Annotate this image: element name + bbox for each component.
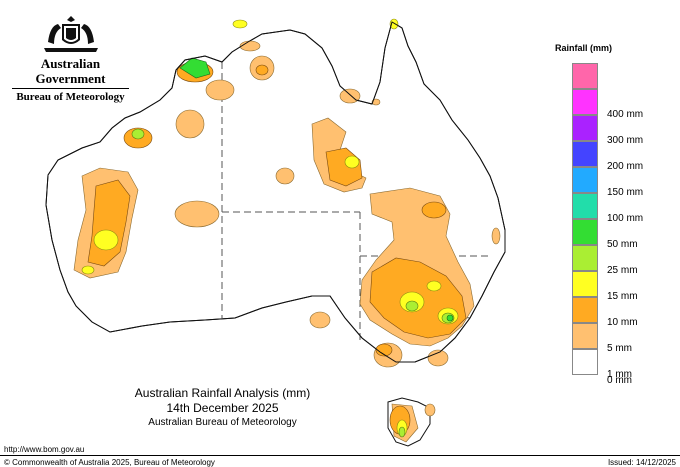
legend-swatch xyxy=(572,89,598,115)
legend-label: 25 mm xyxy=(607,265,638,276)
map-title: Australian Rainfall Analysis (mm) xyxy=(134,386,311,400)
legend-label: 5 mm xyxy=(607,343,632,354)
coat-of-arms-icon xyxy=(43,16,98,52)
legend-label: 400 mm xyxy=(607,109,644,120)
legend-row: 0 mm xyxy=(560,375,680,389)
legend-row: 5 mm xyxy=(560,323,680,354)
legend-label: 1 mm xyxy=(607,369,632,380)
legend-row: 10 mm xyxy=(560,297,680,328)
legend-row: 200 mm xyxy=(560,141,680,172)
legend-row: 50 mm xyxy=(560,219,680,250)
legend-swatch xyxy=(572,349,598,375)
legend-label: 100 mm xyxy=(607,213,644,224)
legend-label: 15 mm xyxy=(607,291,638,302)
legend-row: 400 mm xyxy=(560,89,680,120)
legend-row: 25 mm xyxy=(560,245,680,276)
website-url: http://www.bom.gov.au xyxy=(4,445,85,454)
rainfall-legend: Rainfall (mm) 400 mm 300 mm 200 mm 150 mm 10… xyxy=(555,43,680,389)
legend-label: 150 mm xyxy=(607,187,644,198)
legend-swatch xyxy=(572,219,598,245)
government-name: Australian Government xyxy=(35,56,106,86)
legend-row: 1 mm xyxy=(560,349,680,380)
legend-title: Rainfall (mm) xyxy=(555,43,613,53)
legend-swatch xyxy=(572,141,598,167)
legend-swatch xyxy=(572,271,598,297)
legend-swatch xyxy=(572,167,598,193)
legend-row xyxy=(560,63,680,89)
legend-label: 0 mm xyxy=(607,375,632,386)
bureau-name: Bureau of Meteorology xyxy=(16,91,125,103)
legend-swatch xyxy=(572,245,598,271)
legend-swatch xyxy=(572,297,598,323)
legend-swatch xyxy=(572,193,598,219)
rain-25-50mm xyxy=(179,57,454,322)
legend-swatch xyxy=(572,63,598,89)
map-agency: Australian Bureau of Meteorology xyxy=(148,417,297,428)
copyright-text: © Commonwealth of Australia 2025, Bureau… xyxy=(4,458,215,467)
legend-row: 15 mm xyxy=(560,271,680,302)
footer: © Commonwealth of Australia 2025, Bureau… xyxy=(0,455,680,467)
legend-label: 300 mm xyxy=(607,135,644,146)
map-date: 14th December 2025 xyxy=(166,401,279,415)
legend-row: 300 mm xyxy=(560,115,680,146)
legend-label: 10 mm xyxy=(607,317,638,328)
legend-swatch xyxy=(572,115,598,141)
map-titles: Australian Rainfall Analysis (mm) 14th D… xyxy=(100,386,345,429)
legend-row: 100 mm xyxy=(560,193,680,224)
legend-label: 50 mm xyxy=(607,239,638,250)
legend-row: 150 mm xyxy=(560,167,680,198)
legend-swatch xyxy=(572,323,598,349)
issued-date: Issued: 14/12/2025 xyxy=(607,458,676,467)
legend-label: 200 mm xyxy=(607,161,644,172)
government-logo: Australian Government Bureau of Meteorol… xyxy=(8,12,133,104)
